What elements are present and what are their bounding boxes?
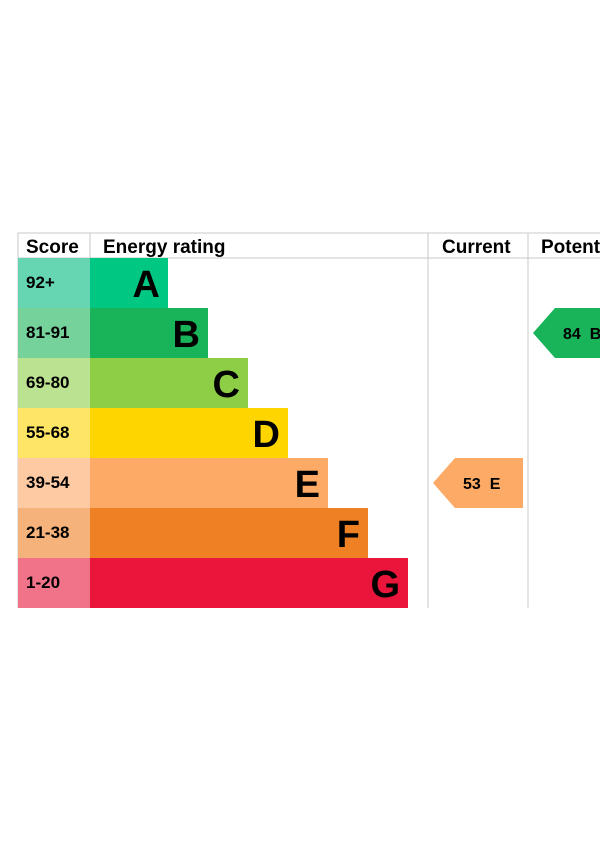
score-range-f: 21-38 bbox=[26, 523, 69, 542]
score-cell-f bbox=[18, 508, 90, 558]
current-rating-label: 53 E bbox=[463, 476, 501, 493]
header-energy-rating: Energy rating bbox=[103, 237, 225, 258]
header-potential: Potential bbox=[541, 237, 600, 258]
score-cell-e bbox=[18, 458, 90, 508]
rating-letter-c: C bbox=[213, 364, 240, 406]
header-score: Score bbox=[26, 237, 79, 258]
rating-letter-e: E bbox=[295, 464, 320, 506]
score-range-a: 92+ bbox=[26, 273, 55, 292]
rating-bar-c bbox=[90, 358, 248, 408]
rating-bar-a bbox=[90, 258, 168, 308]
score-cell-a bbox=[18, 258, 90, 308]
rating-bands: 92+ A 81-91 B 69-80 C 55-68 D 39-54 E 21-38 F 1-20 G bbox=[18, 258, 408, 608]
score-range-g: 1-20 bbox=[26, 573, 60, 592]
score-range-d: 55-68 bbox=[26, 423, 69, 442]
score-cell-b bbox=[18, 308, 90, 358]
potential-rating-label: 84 B bbox=[563, 326, 600, 343]
rating-letter-g: G bbox=[370, 564, 400, 606]
rating-bar-f bbox=[90, 508, 368, 558]
score-cell-d bbox=[18, 408, 90, 458]
score-range-b: 81-91 bbox=[26, 323, 69, 342]
rating-bar-e bbox=[90, 458, 328, 508]
score-cell-c bbox=[18, 358, 90, 408]
rating-bar-g bbox=[90, 558, 408, 608]
current-rating-arrow bbox=[433, 458, 523, 508]
rating-markers: 53 E 84 B bbox=[433, 308, 600, 508]
rating-letter-b: B bbox=[173, 314, 200, 356]
score-range-e: 39-54 bbox=[26, 473, 70, 492]
rating-letter-f: F bbox=[337, 514, 360, 556]
rating-bar-b bbox=[90, 308, 208, 358]
rating-bar-d bbox=[90, 408, 288, 458]
potential-rating-arrow bbox=[533, 308, 600, 358]
rating-letter-d: D bbox=[253, 414, 280, 456]
header-current: Current bbox=[442, 237, 511, 258]
score-range-c: 69-80 bbox=[26, 373, 69, 392]
rating-letter-a: A bbox=[133, 264, 160, 306]
score-cell-g bbox=[18, 558, 90, 608]
